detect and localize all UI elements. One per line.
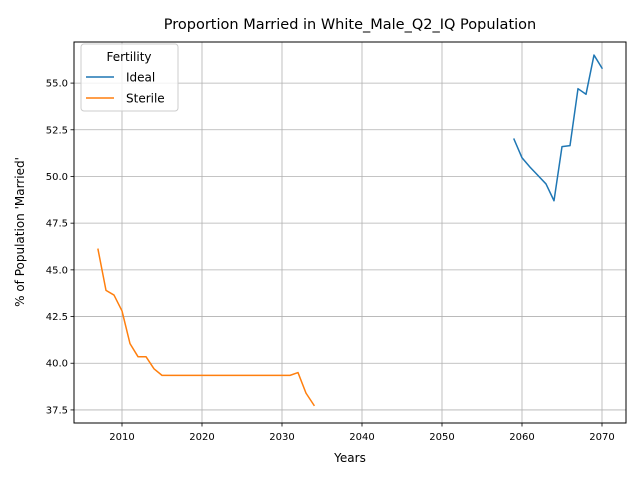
y-tick-label: 52.5 <box>46 125 68 136</box>
legend: Fertility Ideal Sterile <box>81 44 178 111</box>
x-tick-label: 2050 <box>429 432 454 443</box>
x-tick-label: 2040 <box>349 432 374 443</box>
y-tick-label: 37.5 <box>46 405 68 416</box>
x-tick-label: 2060 <box>509 432 534 443</box>
legend-label-ideal: Ideal <box>126 71 155 85</box>
x-tick-label: 2010 <box>109 432 134 443</box>
y-tick-label: 47.5 <box>46 219 68 230</box>
y-tick-label: 45.0 <box>46 265 68 276</box>
legend-label-sterile: Sterile <box>126 92 165 106</box>
y-tick-label: 55.0 <box>46 79 68 90</box>
y-tick-label: 40.0 <box>46 359 68 370</box>
x-tick-label: 2020 <box>189 432 214 443</box>
x-tick-label: 2030 <box>269 432 294 443</box>
chart-title: Proportion Married in White_Male_Q2_IQ P… <box>164 17 536 33</box>
y-tick-label: 50.0 <box>46 172 68 183</box>
x-tick-label: 2070 <box>589 432 614 443</box>
y-tick-label: 42.5 <box>46 312 68 323</box>
y-axis-label: % of Population 'Married' <box>13 157 27 307</box>
x-axis-label: Years <box>333 451 366 465</box>
legend-title: Fertility <box>106 50 151 64</box>
